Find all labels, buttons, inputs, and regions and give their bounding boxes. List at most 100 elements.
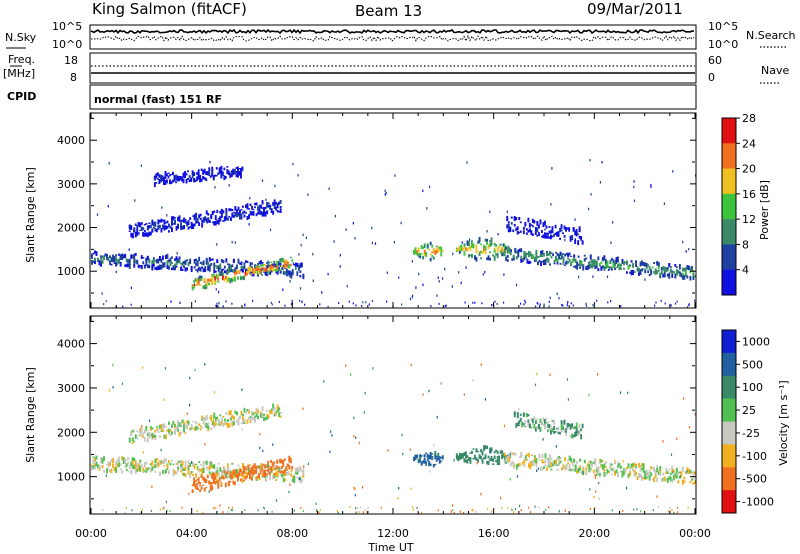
power-cell [213, 269, 216, 274]
velocity-cell [199, 463, 202, 466]
power-cell [225, 211, 228, 217]
velocity-cell [495, 460, 498, 463]
velocity-cell [184, 423, 187, 426]
power-cell [237, 214, 240, 217]
velocity-cell [178, 431, 181, 437]
velocity-cell [657, 471, 660, 476]
velocity-cell [545, 508, 547, 511]
velocity-cell [435, 455, 438, 458]
velocity-cell [204, 461, 207, 464]
velocity-cell [483, 448, 485, 451]
velocity-cell [644, 471, 647, 475]
velocity-cell [474, 457, 476, 460]
velocity-cell [564, 467, 566, 470]
velocity-cell [533, 457, 536, 463]
power-cell [166, 225, 169, 229]
velocity-cell [522, 412, 525, 417]
power-cell [508, 250, 511, 254]
power-cell [260, 260, 262, 265]
power-cell [264, 211, 267, 217]
velocity-cell [151, 438, 154, 440]
power-cell [231, 302, 233, 305]
velocity-cell [204, 422, 207, 428]
power-cell [263, 210, 265, 215]
velocity-cell [169, 463, 172, 466]
power-cell [371, 299, 374, 302]
power-cell [635, 262, 637, 267]
velocity-cell [496, 459, 499, 465]
velocity-cell [289, 459, 292, 464]
power-cell [419, 253, 422, 257]
velocity-cell [201, 467, 204, 472]
power-cell [691, 268, 693, 271]
power-cell [178, 259, 181, 264]
velocity-cell [528, 506, 530, 509]
power-cell [228, 184, 230, 187]
velocity-cell [205, 422, 208, 428]
power-cell [484, 270, 486, 274]
velocity-cell [154, 434, 157, 438]
velocity-cell [180, 466, 182, 470]
velocity-cell [131, 457, 134, 462]
colorbar-tick-label: -25 [742, 427, 760, 440]
power-cell [651, 266, 654, 269]
velocity-cell [213, 418, 215, 421]
power-cell [578, 227, 581, 233]
velocity-cell [330, 430, 332, 433]
velocity-cell [528, 424, 531, 427]
power-cell [275, 202, 278, 205]
power-cell [291, 269, 294, 273]
velocity-cell [122, 459, 125, 464]
power-cell [539, 219, 542, 225]
velocity-cell [181, 460, 184, 466]
power-cell [183, 225, 185, 230]
power-cell [569, 239, 572, 242]
velocity-cell [209, 486, 212, 492]
velocity-cell [226, 475, 229, 480]
velocity-cell [226, 463, 229, 466]
power-cell [203, 277, 206, 282]
velocity-cell [336, 509, 338, 512]
power-cell [172, 173, 174, 176]
velocity-cell [217, 419, 220, 424]
power-cell [666, 273, 669, 277]
colorbar-tick-label: -1000 [742, 496, 774, 509]
power-cell [184, 171, 186, 176]
power-cell [249, 203, 252, 207]
velocity-cell [623, 471, 625, 476]
velocity-cell [264, 417, 267, 421]
power-cell [175, 226, 178, 230]
velocity-cell [440, 460, 443, 462]
power-cell [215, 175, 218, 177]
velocity-cell [196, 468, 199, 470]
velocity-cell [610, 468, 613, 471]
velocity-cell [694, 471, 696, 475]
power-cell [276, 260, 279, 266]
colorbar-tick-label: -500 [742, 473, 767, 486]
velocity-cell [520, 452, 523, 457]
power-cell [550, 229, 552, 234]
velocity-cell [471, 450, 473, 454]
velocity-cell [597, 469, 600, 472]
velocity-cell [211, 482, 214, 484]
velocity-cell [272, 466, 275, 471]
power-cell [226, 268, 229, 272]
velocity-cell [437, 458, 440, 460]
power-cell [579, 259, 582, 262]
power-cell [238, 168, 241, 170]
velocity-cell [571, 423, 574, 428]
velocity-cell [141, 508, 143, 511]
power-cell [249, 196, 251, 200]
power-cell [217, 172, 220, 175]
velocity-cell [490, 458, 493, 462]
velocity-cell [656, 477, 659, 483]
velocity-cell [242, 416, 244, 421]
velocity-cell [575, 431, 578, 436]
power-cell [296, 263, 299, 267]
power-cell [603, 266, 606, 271]
velocity-cell [294, 472, 297, 475]
velocity-cell [107, 465, 110, 468]
power-cell [196, 176, 199, 181]
velocity-cell [145, 467, 148, 471]
velocity-cell [246, 465, 249, 471]
